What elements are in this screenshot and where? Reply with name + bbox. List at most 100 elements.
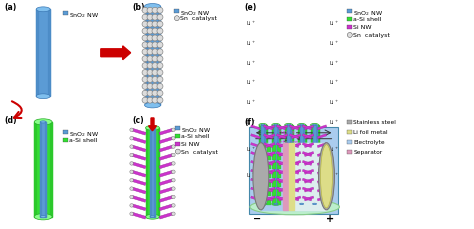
FancyArrow shape: [278, 160, 288, 165]
Bar: [272, 180, 276, 187]
Circle shape: [142, 56, 148, 62]
Bar: [40, 122, 41, 217]
Circle shape: [152, 21, 158, 27]
FancyArrow shape: [265, 160, 275, 165]
Text: Sn  catalyst: Sn catalyst: [353, 33, 390, 38]
Ellipse shape: [320, 145, 332, 208]
Bar: [285, 125, 286, 204]
FancyArrow shape: [159, 145, 173, 152]
Circle shape: [172, 170, 175, 174]
Bar: [63, 138, 68, 142]
FancyArrow shape: [289, 134, 299, 139]
Circle shape: [152, 90, 158, 96]
Ellipse shape: [261, 124, 265, 125]
Text: Li$^+$: Li$^+$: [246, 118, 256, 127]
Text: Li$^+$: Li$^+$: [329, 59, 339, 68]
FancyArrow shape: [264, 143, 273, 148]
Circle shape: [172, 178, 175, 182]
FancyArrow shape: [101, 46, 131, 60]
FancyArrow shape: [292, 125, 301, 130]
Bar: [289, 143, 294, 210]
Ellipse shape: [40, 216, 46, 218]
FancyArrow shape: [264, 125, 273, 130]
FancyArrow shape: [289, 187, 299, 192]
Bar: [249, 127, 338, 214]
Circle shape: [172, 162, 175, 165]
FancyArrow shape: [302, 143, 312, 148]
Circle shape: [142, 83, 148, 89]
FancyArrow shape: [265, 134, 275, 139]
Bar: [262, 189, 266, 196]
Bar: [267, 189, 271, 196]
Circle shape: [147, 83, 153, 89]
Bar: [277, 171, 281, 178]
Circle shape: [157, 21, 163, 27]
Bar: [175, 142, 180, 146]
FancyArrow shape: [148, 118, 156, 131]
Bar: [277, 198, 281, 205]
Text: Li$^+$: Li$^+$: [329, 79, 339, 87]
Circle shape: [142, 14, 148, 20]
FancyArrow shape: [278, 143, 288, 148]
Bar: [145, 6, 146, 105]
FancyArrow shape: [317, 169, 327, 174]
Bar: [267, 162, 271, 169]
Ellipse shape: [274, 124, 278, 125]
Ellipse shape: [287, 124, 291, 125]
Circle shape: [130, 178, 133, 182]
Circle shape: [152, 70, 158, 76]
FancyArrow shape: [132, 204, 146, 211]
FancyArrow shape: [278, 125, 288, 130]
FancyArrow shape: [265, 125, 275, 130]
FancyArrow shape: [292, 160, 301, 165]
FancyArrow shape: [302, 134, 312, 139]
Circle shape: [152, 42, 158, 48]
Text: Li$^+$: Li$^+$: [246, 145, 256, 153]
FancyArrow shape: [302, 160, 312, 165]
Bar: [50, 122, 52, 217]
Text: a-Si shell: a-Si shell: [182, 134, 210, 139]
FancyArrow shape: [159, 137, 173, 144]
Ellipse shape: [259, 123, 267, 126]
Circle shape: [147, 63, 153, 68]
Bar: [259, 125, 267, 204]
Circle shape: [147, 42, 153, 48]
Bar: [264, 125, 265, 204]
FancyArrow shape: [304, 196, 314, 201]
FancyArrow shape: [132, 170, 146, 177]
Bar: [347, 17, 352, 21]
Circle shape: [142, 90, 148, 96]
FancyArrow shape: [276, 143, 286, 148]
FancyArrow shape: [251, 152, 260, 157]
FancyArrowPatch shape: [12, 101, 22, 118]
Ellipse shape: [250, 199, 339, 215]
Ellipse shape: [319, 143, 335, 210]
FancyArrow shape: [132, 162, 146, 169]
Circle shape: [157, 49, 163, 55]
Circle shape: [147, 90, 153, 96]
Circle shape: [130, 128, 133, 132]
FancyArrow shape: [302, 169, 312, 174]
FancyArrow shape: [264, 160, 273, 165]
Ellipse shape: [145, 102, 161, 108]
FancyArrow shape: [132, 213, 146, 219]
Ellipse shape: [36, 94, 50, 99]
Circle shape: [147, 97, 153, 103]
FancyArrow shape: [276, 187, 286, 192]
Circle shape: [142, 70, 148, 76]
FancyArrow shape: [278, 152, 288, 157]
FancyArrow shape: [265, 152, 275, 157]
FancyArrow shape: [278, 178, 288, 183]
Circle shape: [152, 35, 158, 41]
Ellipse shape: [259, 202, 267, 205]
Text: (d): (d): [4, 116, 17, 125]
Circle shape: [172, 195, 175, 199]
FancyArrow shape: [317, 125, 327, 130]
Circle shape: [130, 145, 133, 148]
Circle shape: [157, 28, 163, 34]
Bar: [312, 125, 317, 204]
FancyArrow shape: [159, 187, 173, 194]
Circle shape: [347, 33, 352, 38]
FancyArrow shape: [265, 187, 275, 192]
FancyArrow shape: [292, 178, 301, 183]
